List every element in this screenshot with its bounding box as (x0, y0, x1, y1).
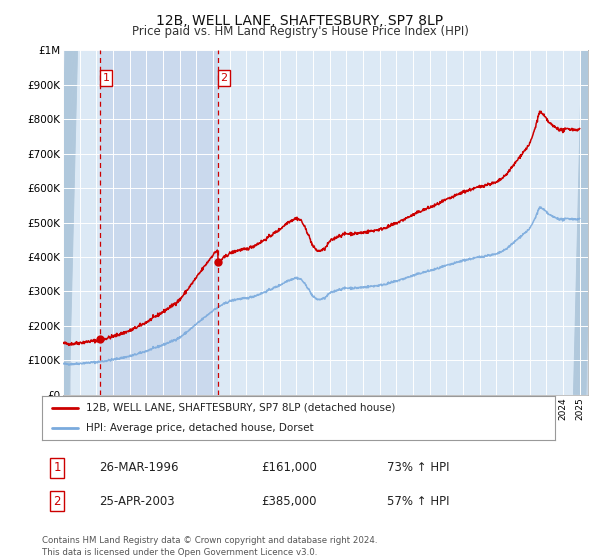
Text: HPI: Average price, detached house, Dorset: HPI: Average price, detached house, Dors… (86, 423, 313, 433)
Text: 1: 1 (103, 73, 110, 83)
Text: £385,000: £385,000 (261, 494, 317, 508)
Text: 2: 2 (221, 73, 227, 83)
Text: Price paid vs. HM Land Registry's House Price Index (HPI): Price paid vs. HM Land Registry's House … (131, 25, 469, 38)
Bar (580, 50, 588, 395)
Text: 2: 2 (53, 494, 61, 508)
Text: 73% ↑ HPI: 73% ↑ HPI (387, 461, 449, 474)
Text: 26-MAR-1996: 26-MAR-1996 (99, 461, 179, 474)
Text: 12B, WELL LANE, SHAFTESBURY, SP7 8LP: 12B, WELL LANE, SHAFTESBURY, SP7 8LP (157, 14, 443, 28)
Bar (63, 50, 71, 395)
Text: Contains HM Land Registry data © Crown copyright and database right 2024.
This d: Contains HM Land Registry data © Crown c… (42, 536, 377, 557)
Text: £161,000: £161,000 (261, 461, 317, 474)
Text: 12B, WELL LANE, SHAFTESBURY, SP7 8LP (detached house): 12B, WELL LANE, SHAFTESBURY, SP7 8LP (de… (86, 403, 395, 413)
Text: 25-APR-2003: 25-APR-2003 (99, 494, 175, 508)
Bar (100, 50, 218, 395)
Text: 1: 1 (53, 461, 61, 474)
Text: 57% ↑ HPI: 57% ↑ HPI (387, 494, 449, 508)
